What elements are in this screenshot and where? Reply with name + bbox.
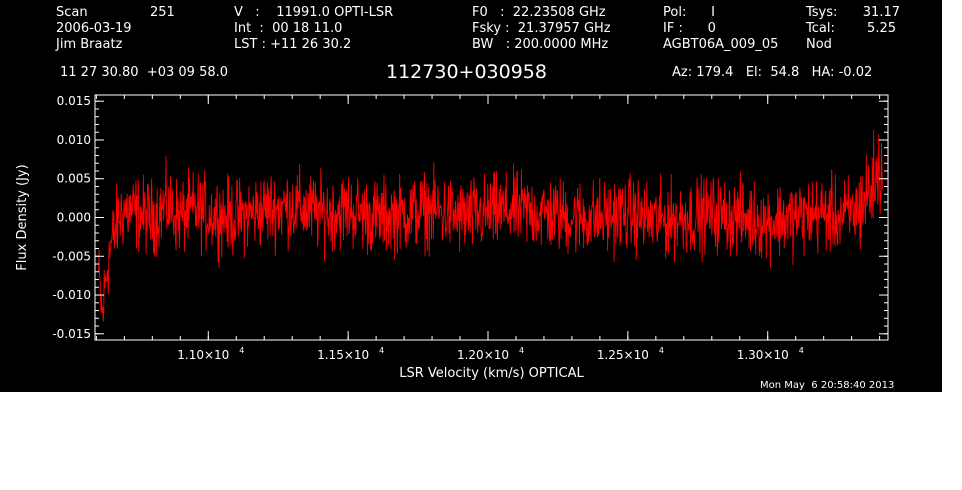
timestamp: Mon May 6 20:58:40 2013 [760,380,895,391]
scan-value: 251 [150,5,175,20]
integration-line: Int : 00 18 11.0 [234,21,343,36]
y-axis-title: Flux Density (Jy) [15,164,30,270]
if-line: IF : 0 [663,21,716,36]
x-tick-exponent: 4 [659,346,664,355]
x-tick-exponent: 4 [799,346,804,355]
spectrum-series-line [98,129,883,322]
plot-panel: Scan 251 2006-03-19 Jim Braatz V : 11991… [0,0,942,392]
scan-label: Scan [56,5,88,20]
x-axis-title: LSR Velocity (km/s) OPTICAL [399,366,584,381]
y-tick-label: 0.000 [57,211,91,225]
tsys-label: Tsys: [806,5,838,20]
observing-mode: Nod [806,37,832,52]
tcal-label: Tcal: [806,21,835,36]
x-tick-exponent: 4 [519,346,524,355]
x-tick-label: 1.25×10 [597,348,649,362]
x-tick-label: 1.10×10 [177,348,229,362]
observation-date: 2006-03-19 [56,21,132,36]
x-tick-label: 1.20×10 [457,348,509,362]
y-tick-label: 0.015 [57,94,91,108]
y-tick-label: -0.010 [52,288,91,302]
project-id: AGBT06A_009_05 [663,37,779,52]
x-tick-label: 1.30×10 [737,348,789,362]
observer-name: Jim Braatz [56,37,123,52]
x-tick-exponent: 4 [379,346,384,355]
y-tick-label: -0.015 [52,327,91,341]
tcal-value: 5.25 [867,21,896,36]
y-tick-label: 0.005 [57,172,91,186]
source-coordinates: 11 27 30.80 +03 09 58.0 [60,65,229,80]
source-name-title: 112730+030958 [386,61,547,83]
rest-frequency-line: F0 : 22.23508 GHz [472,5,606,20]
tsys-value: 31.17 [862,5,900,20]
x-tick-label: 1.15×10 [317,348,369,362]
lst-line: LST : +11 26 30.2 [234,37,352,52]
x-tick-exponent: 4 [239,346,244,355]
y-tick-label: 0.010 [57,133,91,147]
sky-frequency-line: Fsky : 21.37957 GHz [472,21,611,36]
velocity-line: V : 11991.0 OPTI-LSR [234,5,394,20]
spectrum-chart: -0.015 -0.010 -0.005 0.000 0.005 0.010 0.015 1.… [15,94,889,381]
bandwidth-line: BW : 200.0000 MHz [472,37,609,52]
y-tick-label: -0.005 [52,249,91,263]
pointing-info: Az: 179.4 El: 54.8 HA: -0.02 [672,65,873,80]
polarization-line: Pol: I [663,5,715,20]
